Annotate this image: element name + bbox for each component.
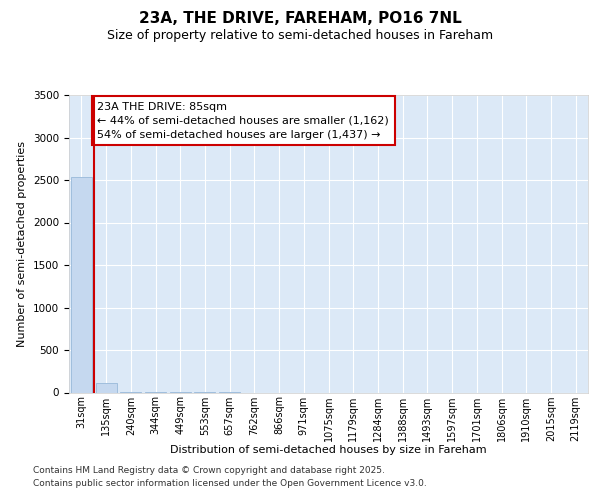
Text: Size of property relative to semi-detached houses in Fareham: Size of property relative to semi-detach… <box>107 29 493 42</box>
Y-axis label: Number of semi-detached properties: Number of semi-detached properties <box>17 141 28 347</box>
Bar <box>71 176 92 392</box>
Text: 23A, THE DRIVE, FAREHAM, PO16 7NL: 23A, THE DRIVE, FAREHAM, PO16 7NL <box>139 11 461 26</box>
Text: Contains HM Land Registry data © Crown copyright and database right 2025.
Contai: Contains HM Land Registry data © Crown c… <box>33 466 427 487</box>
Text: 23A THE DRIVE: 85sqm
← 44% of semi-detached houses are smaller (1,162)
54% of se: 23A THE DRIVE: 85sqm ← 44% of semi-detac… <box>97 102 389 140</box>
X-axis label: Distribution of semi-detached houses by size in Fareham: Distribution of semi-detached houses by … <box>170 445 487 455</box>
Bar <box>95 382 116 392</box>
